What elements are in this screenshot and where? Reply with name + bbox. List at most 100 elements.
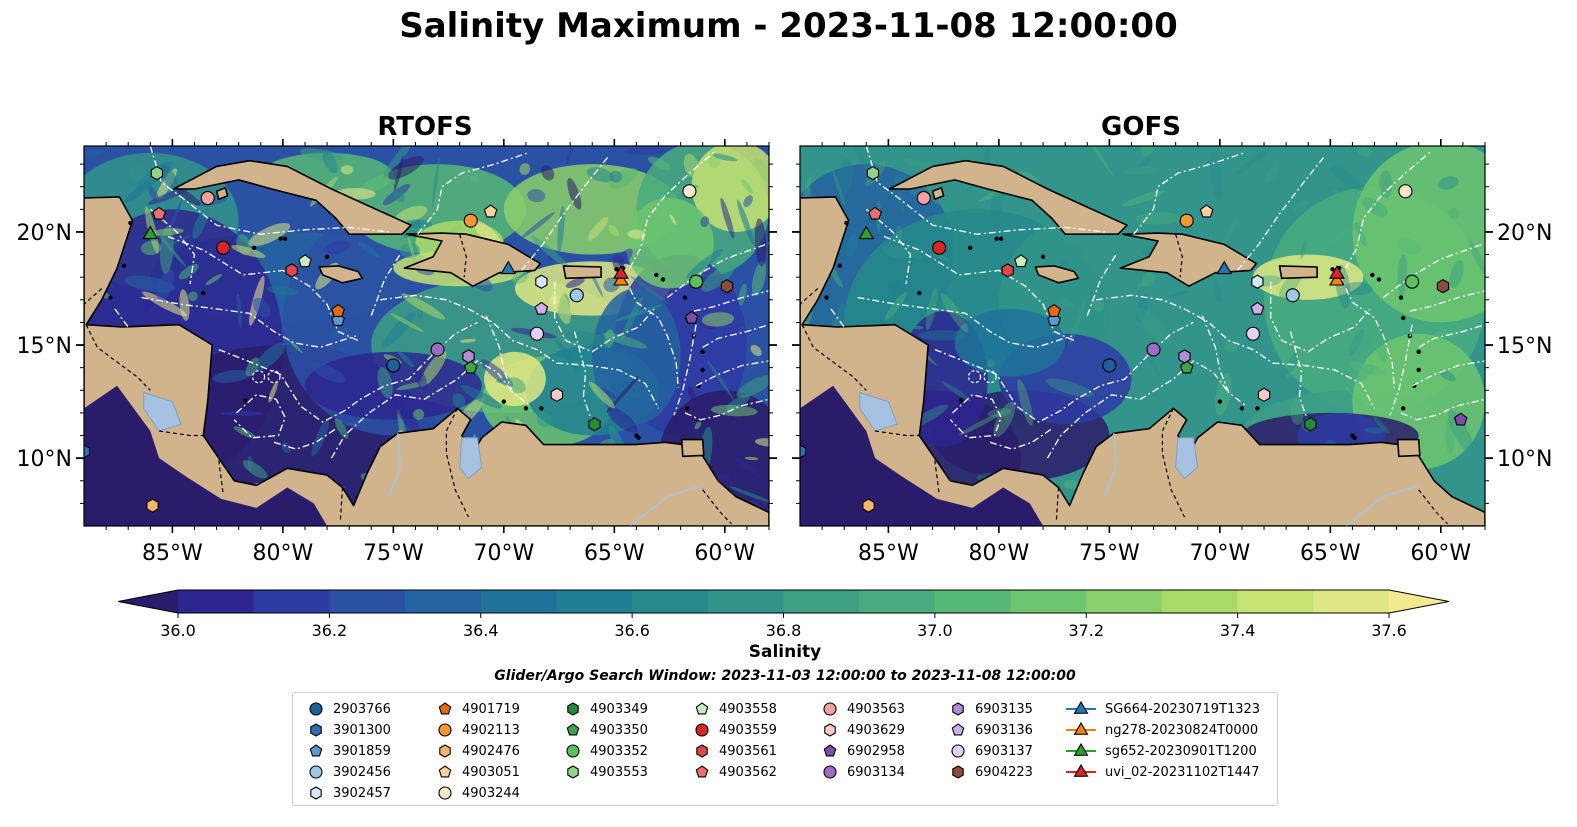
colorbar-under-arrow xyxy=(118,590,178,613)
legend-label: 4903561 xyxy=(719,743,777,759)
eez-line xyxy=(149,146,389,235)
marker-uvi_02-20231102t1447 xyxy=(613,265,629,279)
lake xyxy=(859,391,898,432)
marker-3902457 xyxy=(1251,274,1264,289)
eez-line xyxy=(1409,290,1485,312)
legend-label: 4903051 xyxy=(462,764,520,780)
legend-marker-pentagon xyxy=(695,765,709,778)
legend-label: 4903553 xyxy=(590,764,648,780)
colorbar-segment xyxy=(178,590,255,613)
island xyxy=(1398,295,1404,300)
x-tick-label: 85°W xyxy=(142,541,203,566)
x-tick-label: 60°W xyxy=(1410,541,1471,566)
legend-marker-pentagon xyxy=(695,702,709,715)
island xyxy=(1416,349,1421,355)
legend-label: 3902457 xyxy=(333,785,391,801)
legend-marker-hexagon xyxy=(567,765,579,779)
land-trinidad xyxy=(1396,438,1421,458)
legend-label: 6902958 xyxy=(847,743,905,759)
eez-line xyxy=(1389,324,1413,416)
eez-line xyxy=(1345,150,1433,269)
legend-label: 6903137 xyxy=(975,743,1033,759)
eez-line xyxy=(218,321,478,423)
land-isla xyxy=(931,187,945,200)
eez-line xyxy=(167,235,359,342)
colorbar: 36.0 36.2 36.4 36.6 36.8 37.0 37.2 37.4 37.6 xyxy=(117,589,1450,640)
eez-line xyxy=(1400,398,1485,421)
legend-item: 4903629 xyxy=(821,720,905,740)
marker-sg652-20230901t1200 xyxy=(142,225,159,240)
legend-label: 3901300 xyxy=(333,722,391,738)
land-cuba xyxy=(888,159,1128,235)
y-tick-label: 20°N xyxy=(17,221,72,246)
marker-3902456 xyxy=(1285,288,1300,303)
island xyxy=(700,367,705,373)
island xyxy=(1416,367,1421,373)
map-panels: 85°W 80°W 75°W 70°W 65°W 60°W 20°N 15°N 10°N 85°W… xyxy=(17,139,1552,566)
country-border xyxy=(85,324,151,391)
figure-title: Salinity Maximum - 2023-11-08 12:00:00 xyxy=(399,6,1178,46)
country-border xyxy=(702,489,732,525)
colorbar-tick-label: 37.6 xyxy=(1371,621,1407,640)
marker-6903134 xyxy=(1146,342,1161,357)
island xyxy=(614,267,619,272)
eez-line xyxy=(330,360,514,459)
legend-marker-triangle xyxy=(1073,700,1089,714)
eez-line xyxy=(1270,281,1371,353)
y-tick-label: 15°N xyxy=(1497,334,1552,359)
marker-4903561 xyxy=(1001,263,1014,278)
island xyxy=(1040,254,1046,260)
island xyxy=(959,398,964,403)
eez-line xyxy=(684,398,769,421)
legend-marker-triangle xyxy=(1073,721,1089,735)
marker-4903349 xyxy=(588,417,601,432)
river xyxy=(629,484,703,526)
island xyxy=(1370,272,1375,278)
float-markers xyxy=(800,165,1468,513)
legend-label: 6904223 xyxy=(975,764,1033,780)
island xyxy=(282,236,288,241)
marker-4903350 xyxy=(1179,360,1194,374)
colorbar-segment xyxy=(480,590,558,613)
float-markers xyxy=(84,165,734,513)
colorbar-tick-label: 37.0 xyxy=(917,621,953,640)
legend-item: 4903244 xyxy=(436,783,520,803)
eez-line xyxy=(417,152,529,235)
colorbar-tick-label: 36.8 xyxy=(766,621,802,640)
eez-line xyxy=(573,331,593,423)
eez-line xyxy=(949,394,1002,439)
legend-item: 3901859 xyxy=(307,741,391,761)
legend-item: 6903134 xyxy=(821,762,905,782)
panel-title-rtofs: RTOFS xyxy=(377,112,473,142)
x-tick-label: 80°W xyxy=(968,541,1029,566)
eez-line xyxy=(554,281,655,353)
legend-label: 6903135 xyxy=(975,701,1033,717)
marker-6903136 xyxy=(534,301,549,315)
colorbar-tick-label: 36.6 xyxy=(614,621,650,640)
colorbar-segment xyxy=(1010,590,1087,613)
marker-4903553 xyxy=(150,165,164,181)
eez-line xyxy=(857,296,1072,348)
colorbar-segment xyxy=(1086,590,1163,613)
legend-label: sg652-20230901T1200 xyxy=(1105,743,1257,759)
island xyxy=(660,277,666,282)
legend-item: 6903136 xyxy=(949,720,1033,740)
legend-marker-triangle xyxy=(1073,742,1089,756)
legend-item: SG664-20230719T1323 xyxy=(1065,699,1260,719)
legend-item: 4903561 xyxy=(693,741,777,761)
legend-marker-circle xyxy=(309,702,323,716)
eez-line xyxy=(693,290,769,312)
eez-line xyxy=(830,308,845,328)
marker-2903766 xyxy=(386,358,401,373)
legend-marker-hexagon xyxy=(824,723,836,737)
x-tick-label: 60°W xyxy=(694,541,755,566)
colorbar-tick-label: 37.4 xyxy=(1220,621,1256,640)
land-hispaniola xyxy=(403,232,542,288)
marker-4902113 xyxy=(463,213,478,228)
eez-line xyxy=(1338,274,1396,389)
marker-4903352 xyxy=(689,274,704,289)
map-frame xyxy=(83,145,770,527)
legend-item: 4901719 xyxy=(436,699,520,719)
x-tick-label: 75°W xyxy=(363,541,424,566)
marker-ng278-20230824t0000 xyxy=(613,271,629,286)
